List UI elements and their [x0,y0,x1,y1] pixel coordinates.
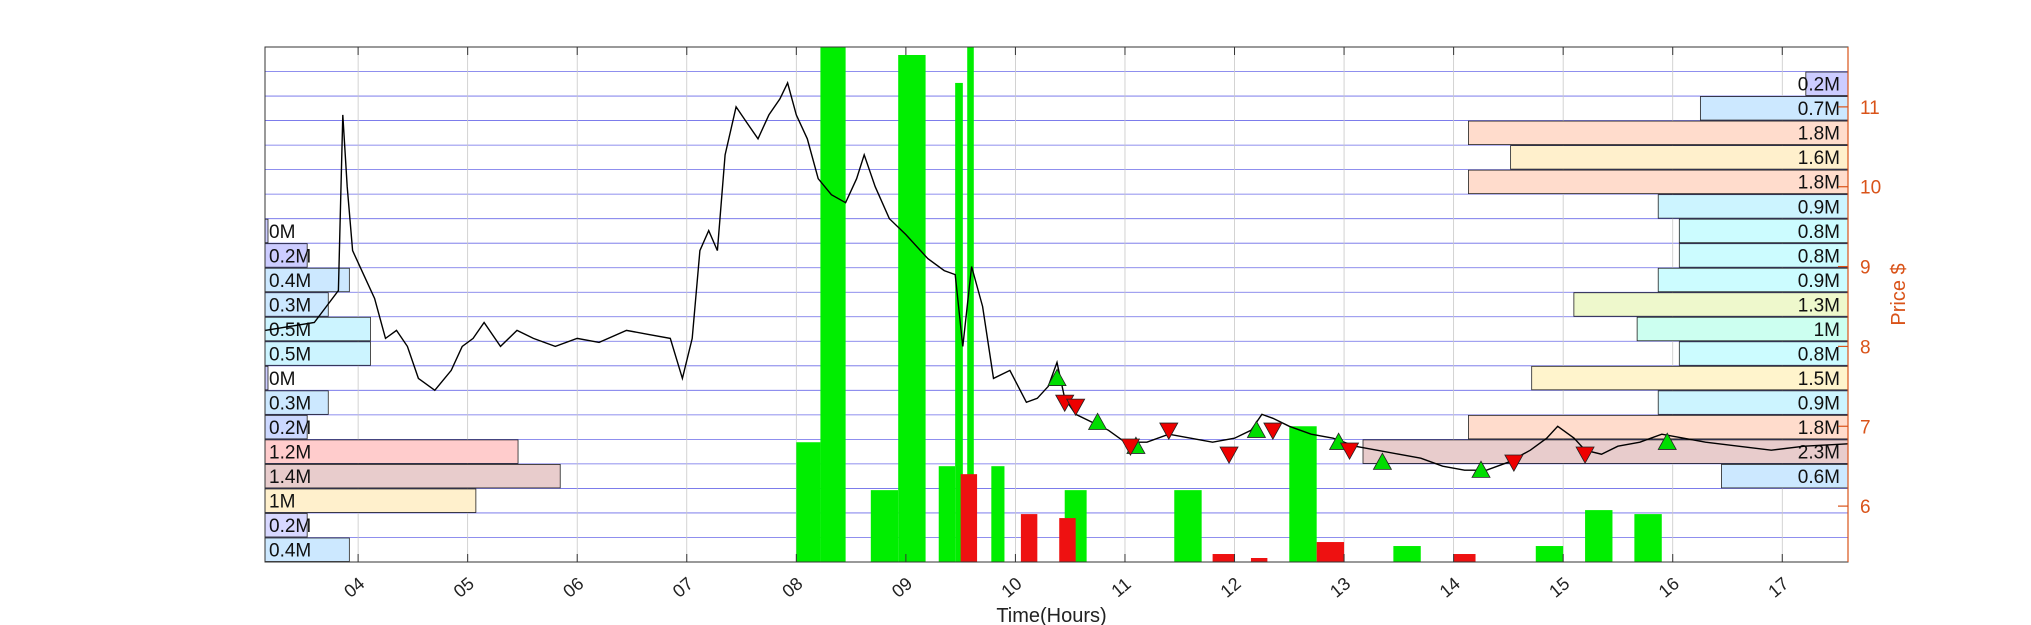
volume-profile-label: 0.4M [269,271,311,292]
volume-profile-bar [264,488,477,513]
right-tick-label: 6 [1860,497,1871,518]
buy-signal-triangle [1246,420,1267,438]
signal-layer [1047,368,1677,478]
volume-profile-label: 0.9M [1798,271,1840,292]
volume-profile-label: 0.6M [1798,467,1840,488]
volume-profile-label: 0.2M [269,418,311,439]
buy-volume-bar [898,54,926,562]
buy-signal-triangle [1657,432,1677,450]
sell-volume-bar [1059,518,1076,562]
sell-signal-triangle [1159,422,1179,441]
volume-profile-label: 1.8M [1798,173,1840,194]
volume-profile-label: 0.2M [269,516,311,537]
volume-profile-label: 0.8M [1798,246,1840,267]
volume-profile-label: 0.2M [269,246,311,267]
buy-signal-triangle [1047,368,1067,386]
volume-profile-label: 1.6M [1798,148,1840,169]
volume-profile-label: 1M [269,492,295,513]
right-tick-label: 9 [1860,258,1871,279]
sell-signal-triangle [1263,422,1283,441]
sell-volume-bar [1250,558,1268,562]
volume-profile-label: 0.9M [1798,393,1840,414]
volume-profile-label: 1.5M [1798,369,1840,390]
volume-profile-bar [1468,120,1849,145]
volume-profile-label: 2.3M [1798,443,1840,464]
sell-volume-bar [1316,542,1345,562]
buy-volume-bar [1393,546,1421,562]
volume-profile-label: 1.8M [1798,124,1840,145]
right-tick-label: 8 [1860,337,1871,358]
x-axis-title: Time(Hours) [996,605,1106,625]
volume-profile-label: 0.5M [269,344,311,365]
buy-volume-bar [1585,510,1613,562]
sell-signal-triangle [1504,454,1524,473]
sell-volume-bar [1453,554,1476,562]
volume-profile-right: 0.2M 0.7M 1.8M 1.6M 1.8M 0.9M 0.8M 0.8M 0.9M 1.3M… [1362,71,1849,489]
volume-profile-label: 0.8M [1798,222,1840,243]
volume-profile-label: 0.3M [269,295,311,316]
buy-signal-triangle [1372,452,1393,470]
buy-volume-bar [870,490,899,562]
right-tick-label: 10 [1860,178,1881,199]
sell-signal-triangle [1339,442,1360,461]
sell-volume-bar [1212,554,1235,562]
right-axis-title: Price $ [1888,263,1910,325]
buy-volume-bar [1535,546,1564,562]
volume-profile-label: 0M [269,369,295,390]
volume-layer [796,47,1662,562]
buy-volume-bar [1174,490,1202,562]
sell-signal-triangle [1575,446,1595,465]
buy-volume-bar [796,442,821,562]
volume-profile-label: 1.4M [269,467,311,488]
volume-profile-label: 0.5M [269,320,311,341]
sell-signal-triangle [1120,438,1141,457]
buy-volume-bar [938,466,956,562]
volume-profile-bar [1468,169,1849,195]
sell-signal-triangle [1219,446,1239,465]
volume-profile-label: 1M [1814,320,1840,341]
buy-volume-bar [1289,426,1317,562]
volume-profile-label: 0.3M [269,393,311,414]
buy-volume-bar [1634,514,1662,562]
volume-profile-label: 1.3M [1798,295,1840,316]
grid-layer [265,47,1848,562]
sell-volume-bar [1020,514,1038,562]
buy-volume-bar [967,47,974,562]
volume-profile-label: 0.2M [1798,75,1840,96]
volume-profile-label: 0.4M [269,541,311,562]
volume-profile-label: 1.8M [1798,418,1840,439]
buy-signal-triangle [1471,460,1491,478]
buy-signal-triangle [1087,412,1108,430]
sell-signal-triangle [1065,398,1086,417]
buy-volume-bar [991,466,1005,562]
volume-profile-label: 1.2M [269,443,311,464]
right-axis-ticks: 6 7 8 9 10 11 [1838,47,1881,562]
volume-profile-label: 0.9M [1798,197,1840,218]
buy-volume-bar [955,82,963,562]
volume-profile-left: 0M 0.2M 0.4M 0.3M 0.5M 0.5M 0M 0.3M 0.2M 1.2M 1.4M… [264,218,561,562]
right-tick-label: 11 [1860,98,1880,119]
buy-volume-bar [820,47,846,562]
volume-profile-label: 0.7M [1798,99,1840,120]
volume-profile-label: 0.8M [1798,344,1840,365]
sell-volume-bar [960,474,978,562]
volume-profile-label: 0M [269,222,295,243]
right-tick-label: 7 [1860,417,1871,438]
